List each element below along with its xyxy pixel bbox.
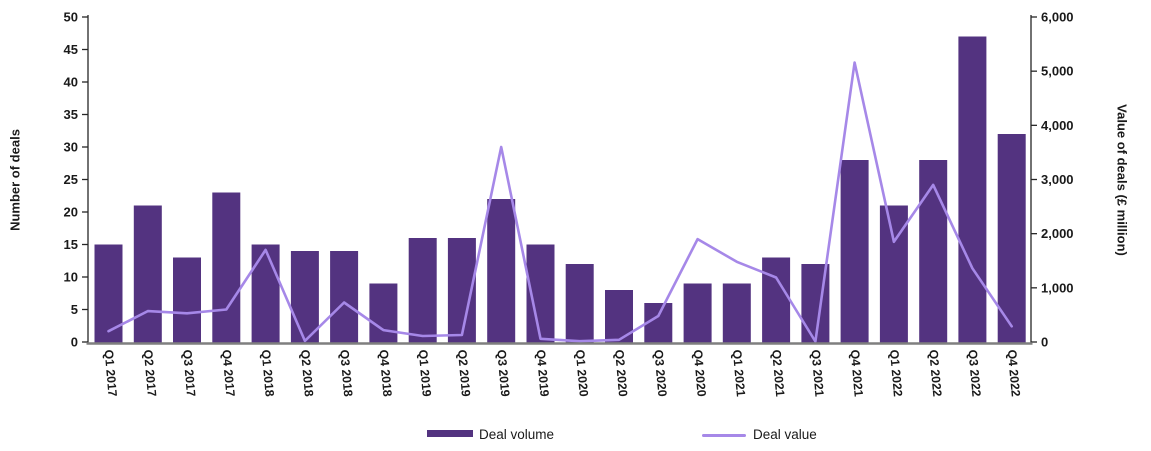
right-tick-label-6000: 6,000 (1041, 10, 1074, 25)
bar-q4-2020 (683, 283, 712, 343)
x-label-q2-2021: Q2 2021 (769, 349, 787, 397)
left-tick-label-10: 10 (64, 270, 78, 285)
legend-bar-swatch (427, 430, 473, 437)
bar-q2-2021 (762, 257, 791, 343)
bar-q1-2019 (408, 238, 437, 343)
x-label-q1-2021: Q1 2021 (730, 349, 748, 397)
x-label-q1-2020: Q1 2020 (573, 349, 591, 397)
x-label-q3-2019: Q3 2019 (494, 349, 512, 397)
left-tick-label-5: 5 (71, 302, 78, 317)
bar-q3-2022 (958, 36, 987, 343)
x-label-q2-2017: Q2 2017 (141, 349, 159, 397)
right-tick-label-4000: 4,000 (1041, 118, 1074, 133)
x-label-q4-2020: Q4 2020 (691, 349, 709, 397)
left-tick-label-15: 15 (64, 237, 78, 252)
legend-line-swatch (702, 434, 746, 437)
bar-q4-2021 (840, 160, 869, 343)
x-label-q1-2019: Q1 2019 (416, 349, 434, 397)
right-axis-tick-labels: 0 1,000 2,000 3,000 4,000 5,000 6,000 (1041, 10, 1074, 350)
left-tick-label-35: 35 (64, 107, 78, 122)
x-label-q3-2020: Q3 2020 (651, 349, 669, 397)
x-label-q3-2018: Q3 2018 (337, 349, 355, 397)
x-label-q4-2017: Q4 2017 (219, 349, 237, 397)
bar-q2-2017 (133, 205, 162, 343)
bar-q1-2020 (565, 264, 594, 343)
bar-q3-2019 (487, 199, 516, 343)
x-label-q1-2017: Q1 2017 (102, 349, 120, 397)
x-label-q2-2022: Q2 2022 (926, 349, 944, 397)
right-axis-title: Value of deals (£ million) (1114, 104, 1130, 256)
bar-q1-2017 (94, 244, 123, 343)
right-axis (1030, 15, 1037, 344)
left-tick-label-0: 0 (71, 335, 78, 350)
x-axis-labels: Q1 2017 Q2 2017 Q3 2017 Q4 2017 Q1 2018 Q2 20… (102, 349, 1023, 397)
legend-label-deal-volume: Deal volume (479, 427, 555, 442)
left-tick-label-40: 40 (64, 75, 78, 90)
x-label-q2-2018: Q2 2018 (298, 349, 316, 397)
x-label-q4-2019: Q4 2019 (534, 349, 552, 397)
bar-q3-2018 (330, 251, 359, 343)
left-tick-label-45: 45 (64, 42, 78, 57)
bar-q2-2022 (919, 160, 948, 343)
right-tick-label-2000: 2,000 (1041, 226, 1074, 241)
bar-q3-2017 (173, 257, 201, 343)
left-axis (82, 15, 89, 344)
x-label-q2-2019: Q2 2019 (455, 349, 473, 397)
left-tick-label-30: 30 (64, 140, 78, 155)
bar-q4-2022 (997, 134, 1026, 343)
x-label-q3-2021: Q3 2021 (808, 349, 826, 397)
x-label-q4-2018: Q4 2018 (376, 349, 394, 397)
x-label-q3-2022: Q3 2022 (965, 349, 983, 397)
bar-q2-2018 (290, 251, 319, 343)
x-label-q1-2018: Q1 2018 (259, 349, 277, 397)
left-tick-label-50: 50 (64, 10, 78, 25)
deal-value-line (107, 61, 1014, 343)
legend-label-deal-value: Deal value (753, 427, 817, 442)
x-label-q4-2022: Q4 2022 (1005, 349, 1023, 397)
x-label-q4-2021: Q4 2021 (848, 349, 866, 397)
bar-q4-2017 (212, 192, 241, 343)
bar-q1-2018 (251, 244, 280, 343)
bar-q1-2021 (722, 283, 751, 343)
right-tick-label-1000: 1,000 (1041, 280, 1074, 295)
right-tick-label-3000: 3,000 (1041, 172, 1074, 187)
x-label-q1-2022: Q1 2022 (887, 349, 905, 397)
left-axis-tick-labels: 0 5 10 15 20 25 30 35 40 45 50 (64, 10, 78, 350)
right-tick-label-5000: 5,000 (1041, 64, 1074, 79)
x-label-q3-2017: Q3 2017 (180, 349, 198, 397)
bar-q4-2018 (369, 283, 398, 343)
left-axis-title: Number of deals (7, 129, 23, 231)
x-label-q2-2020: Q2 2020 (612, 349, 630, 397)
right-tick-label-0: 0 (1041, 335, 1048, 350)
left-tick-label-25: 25 (64, 172, 78, 187)
left-tick-label-20: 20 (64, 205, 78, 220)
deal-volume-bars (94, 36, 1026, 343)
